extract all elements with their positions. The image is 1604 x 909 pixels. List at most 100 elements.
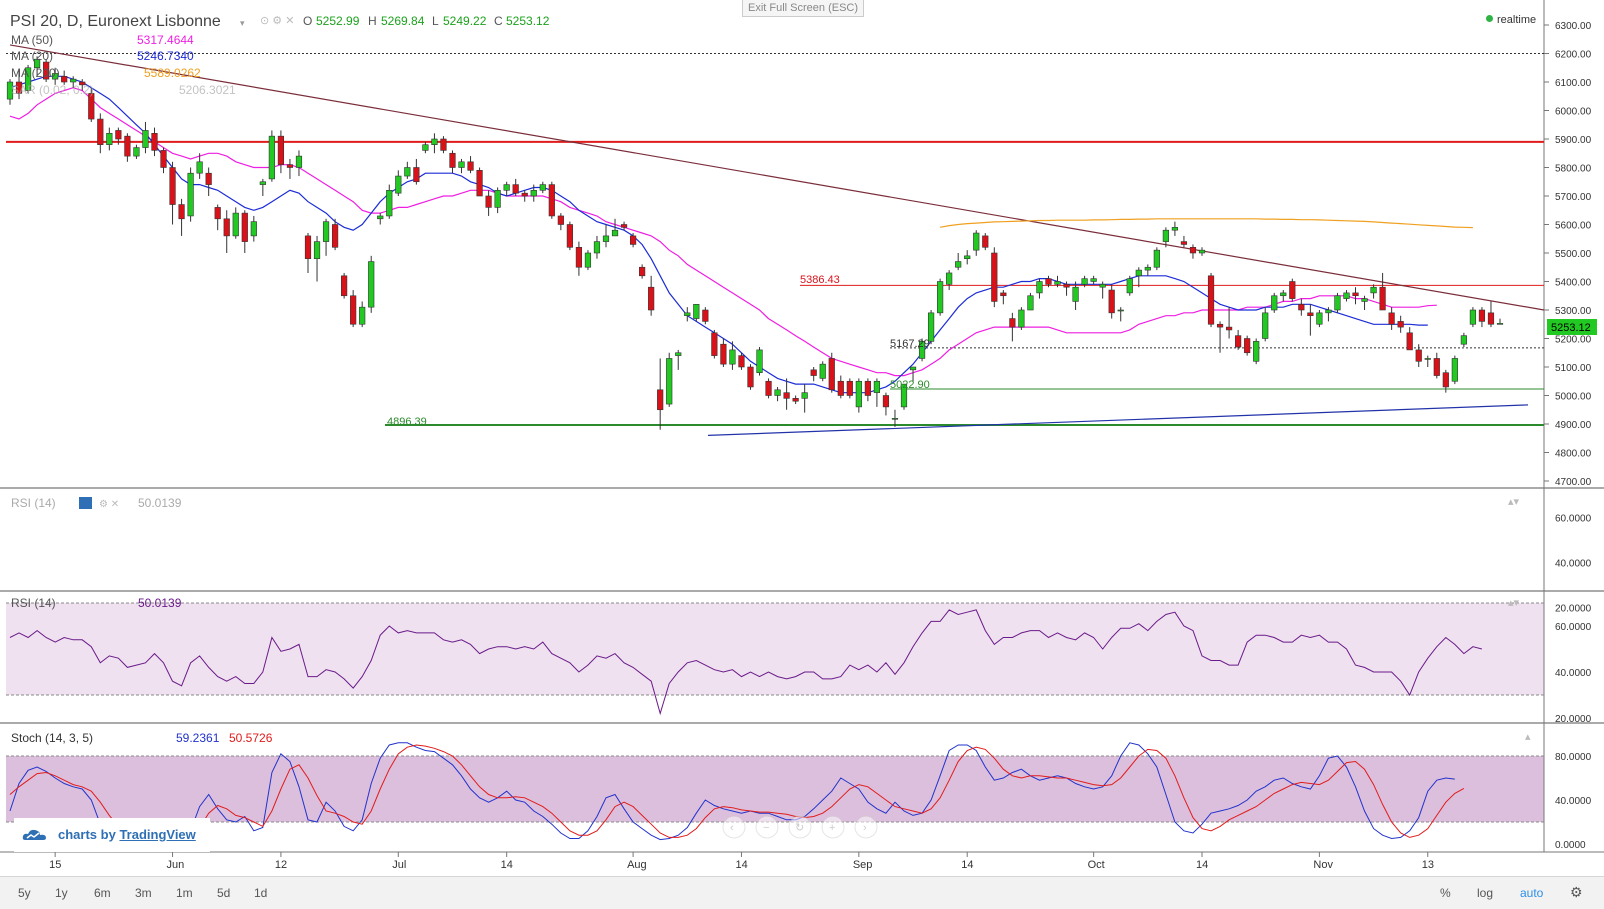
candle-body[interactable] [819,363,826,379]
candle-body[interactable] [927,312,935,342]
candle-body[interactable] [304,235,312,259]
candle-body[interactable] [1253,341,1260,362]
candle-body[interactable] [386,190,393,217]
candle-body[interactable] [801,392,808,399]
candle-body[interactable] [422,144,429,151]
rsi-empty-label[interactable]: RSI (14) [11,496,56,510]
eye-icon[interactable] [79,497,92,509]
candle-body[interactable] [891,417,899,420]
candle-body[interactable] [350,295,357,325]
candle-body[interactable] [214,207,221,220]
candle-body[interactable] [6,81,14,100]
candle-body[interactable] [395,175,402,194]
candle-body[interactable] [250,221,257,237]
candle-body[interactable] [1397,321,1404,328]
candle-body[interactable] [1153,249,1160,268]
scroll-left-icon[interactable] [722,815,746,839]
candle-body[interactable] [1262,312,1269,339]
candle-body[interactable] [151,133,158,151]
candle-body[interactable] [783,392,790,399]
candle-body[interactable] [937,281,944,314]
zoom-controls[interactable]: ‹ − ↻ + › [722,815,878,839]
settings-icons[interactable]: ⚙ ✕ [99,499,119,510]
candle-body[interactable] [313,241,321,260]
candle-body[interactable] [639,266,646,277]
candle-body[interactable] [1388,312,1395,325]
candle-body[interactable] [629,235,637,245]
candle-body[interactable] [196,161,203,174]
range-3m-button[interactable]: 3m [135,886,152,900]
candle-body[interactable] [918,341,926,359]
reset-icon[interactable] [788,815,812,839]
zoom-in-icon[interactable] [821,815,845,839]
candle-body[interactable] [1334,295,1341,311]
candle-body[interactable] [1352,292,1359,297]
candle-body[interactable] [765,380,772,396]
candle-body[interactable] [693,303,700,319]
candle-body[interactable] [476,170,483,197]
candle-body[interactable] [1072,286,1079,302]
candle-body[interactable] [43,61,50,80]
candle-body[interactable] [494,190,501,208]
candle-body[interactable] [1054,281,1061,285]
candle-body[interactable] [1099,284,1106,288]
candle-body[interactable] [729,349,736,365]
range-1d-button[interactable]: 1d [254,886,268,900]
range-1m-button[interactable]: 1m [176,886,193,900]
candle-body[interactable] [178,204,185,220]
candle-body[interactable] [61,76,68,83]
candle-body[interactable] [1171,227,1179,231]
candle-body[interactable] [115,130,122,140]
candle-body[interactable] [991,252,998,302]
candle-body[interactable] [1487,312,1495,325]
candle-body[interactable] [431,138,438,145]
candle-body[interactable] [1018,309,1025,328]
candle-body[interactable] [566,224,573,248]
candle-body[interactable] [232,212,239,237]
candle-body[interactable] [593,241,601,254]
candle-body[interactable] [946,272,953,285]
ma20-label[interactable]: MA (20) [11,49,53,63]
candle-body[interactable] [1469,309,1477,325]
candle-body[interactable] [377,215,384,220]
candle-body[interactable] [720,343,727,365]
candle-body[interactable] [512,184,519,194]
candle-body[interactable] [413,167,420,183]
settings-gear-icon[interactable]: ⚙ [1570,884,1583,900]
candle-body[interactable] [909,366,917,371]
candle-body[interactable] [973,232,980,251]
candle-body[interactable] [611,229,619,237]
candle-body[interactable] [449,152,456,168]
trend-line-up[interactable] [707,404,1529,436]
ma50-label[interactable]: MA (50) [11,33,53,47]
candle-body[interactable] [52,73,59,80]
candle-body[interactable] [846,380,853,396]
chevron-down-icon[interactable]: ▾ [240,18,245,28]
candle-body[interactable] [1081,278,1088,285]
candle-body[interactable] [1415,349,1422,362]
candle-body[interactable] [1189,247,1197,254]
candle-body[interactable] [1216,323,1224,328]
candle-body[interactable] [458,161,465,168]
candle-body[interactable] [1289,281,1296,299]
candle-body[interactable] [1325,309,1332,314]
pane-up-down-icons[interactable]: ▴▾ [1508,597,1520,609]
candle-body[interactable] [1496,323,1504,325]
candle-body[interactable] [1460,335,1467,345]
candle-body[interactable] [503,184,510,191]
candle-body[interactable] [440,138,447,151]
candle-body[interactable] [79,81,86,86]
candle-body[interactable] [1478,309,1486,322]
candle-body[interactable] [864,380,871,396]
candle-body[interactable] [1433,358,1440,376]
candle-body[interactable] [648,286,655,311]
candle-body[interactable] [756,349,763,373]
candle-body[interactable] [666,358,673,405]
candle-body[interactable] [70,78,77,83]
candle-body[interactable] [241,212,248,242]
candle-body[interactable] [1316,312,1323,325]
candle-body[interactable] [602,235,610,242]
candle-body[interactable] [124,135,131,157]
stoch-label[interactable]: Stoch (14, 3, 5) [11,731,93,745]
scroll-right-icon[interactable] [854,815,878,839]
